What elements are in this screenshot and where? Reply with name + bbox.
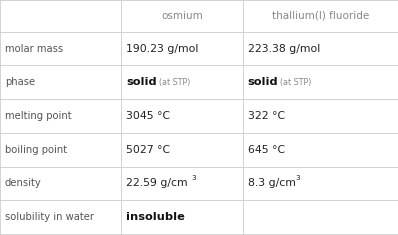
Text: melting point: melting point (5, 111, 71, 121)
Text: thallium(I) fluoride: thallium(I) fluoride (272, 11, 369, 21)
Text: 5027 °C: 5027 °C (126, 145, 170, 155)
Text: 322 °C: 322 °C (248, 111, 285, 121)
Text: 8.3 g/cm: 8.3 g/cm (248, 178, 295, 188)
Text: 645 °C: 645 °C (248, 145, 285, 155)
Text: (at STP): (at STP) (159, 78, 190, 87)
Text: insoluble: insoluble (126, 212, 185, 222)
Text: solid: solid (248, 77, 278, 87)
Text: phase: phase (5, 77, 35, 87)
Text: solubility in water: solubility in water (5, 212, 94, 222)
Text: molar mass: molar mass (5, 43, 63, 54)
Text: boiling point: boiling point (5, 145, 67, 155)
Text: 223.38 g/mol: 223.38 g/mol (248, 43, 320, 54)
Text: 3: 3 (191, 175, 196, 181)
Text: osmium: osmium (161, 11, 203, 21)
Text: 22.59 g/cm: 22.59 g/cm (126, 178, 188, 188)
Text: 3: 3 (295, 175, 300, 181)
Text: 3045 °C: 3045 °C (126, 111, 170, 121)
Text: density: density (5, 178, 41, 188)
Text: 190.23 g/mol: 190.23 g/mol (126, 43, 199, 54)
Text: (at STP): (at STP) (280, 78, 312, 87)
Text: solid: solid (126, 77, 157, 87)
